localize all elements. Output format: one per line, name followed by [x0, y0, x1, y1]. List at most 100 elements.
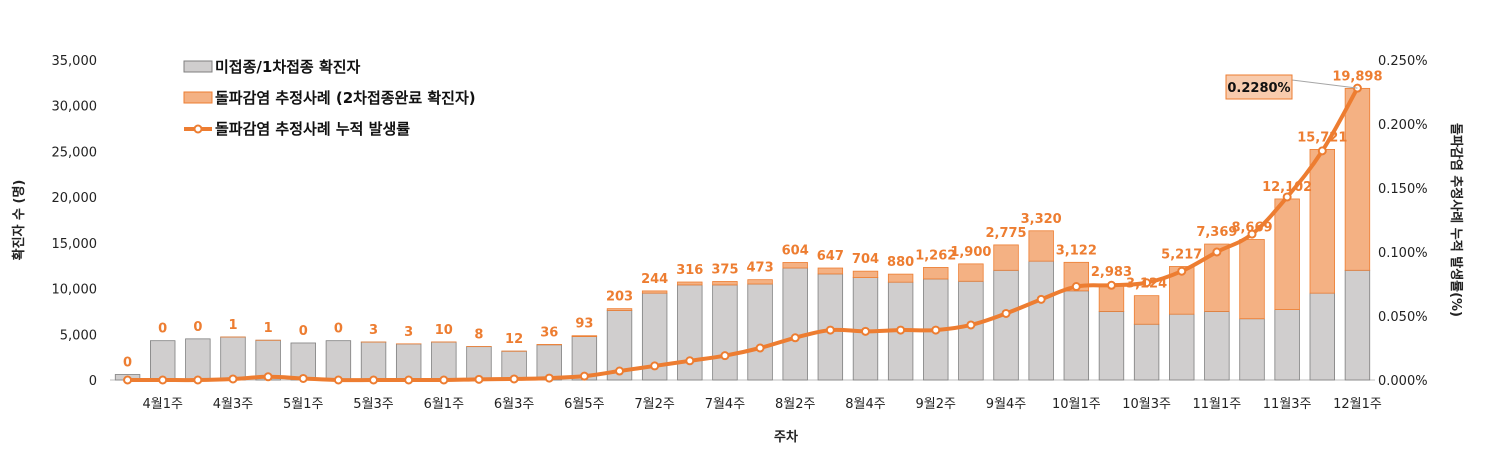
cumulative-rate-point	[685, 356, 695, 366]
breakthrough-data-label: 1	[228, 318, 237, 333]
cumulative-rate-point	[1001, 308, 1011, 318]
breakthrough-data-label: 244	[641, 272, 668, 287]
bar-unvaccinated	[782, 267, 808, 381]
breakthrough-data-label: 12	[505, 332, 523, 347]
x-tick-label: 4월1주	[142, 397, 183, 412]
bar-breakthrough	[677, 281, 703, 286]
bar-breakthrough	[1309, 149, 1335, 294]
breakthrough-data-label: 880	[887, 255, 914, 270]
legend-label-cumulative: 돌파감염 추정사례 누적 발생률	[215, 120, 410, 138]
cumulative-rate-point	[193, 375, 203, 385]
bar-breakthrough	[1344, 87, 1371, 271]
x-tick-label: 5월3주	[353, 397, 394, 412]
cumulative-rate-point	[650, 361, 660, 371]
bar-breakthrough	[712, 281, 738, 286]
y-tick-label: 35,000	[52, 54, 98, 69]
bar-breakthrough	[782, 262, 808, 269]
breakthrough-data-label: 1,262	[915, 248, 956, 263]
cumulative-rate-point	[1247, 229, 1257, 239]
bar-breakthrough	[1028, 230, 1054, 262]
x-axis-title: 주차	[774, 429, 798, 445]
cumulative-rate-point	[931, 325, 941, 335]
bar-unvaccinated	[466, 346, 492, 381]
x-tick-label: 12월1주	[1333, 397, 1382, 412]
breakthrough-data-label: 19,898	[1332, 69, 1382, 84]
y-tick-label: 30,000	[52, 100, 98, 115]
x-tick-label: 7월4주	[705, 397, 746, 412]
bar-unvaccinated	[712, 284, 738, 381]
y-axis-title: 확진자 수 (명)	[11, 180, 27, 261]
x-tick-label: 5월1주	[283, 397, 324, 412]
bar-breakthrough	[923, 267, 949, 280]
cumulative-rate-point	[1071, 282, 1081, 292]
breakthrough-data-label: 8,669	[1231, 220, 1272, 235]
cumulative-rate-point	[860, 326, 870, 336]
breakthrough-data-label: 0	[334, 322, 343, 337]
y-tick-label: 10,000	[52, 283, 98, 298]
breakthrough-data-label: 604	[782, 243, 809, 258]
x-tick-label: 8월4주	[845, 397, 886, 412]
breakthrough-data-label: 5,217	[1161, 247, 1202, 262]
bar-unvaccinated	[1169, 313, 1195, 381]
annotation-leader-line	[1291, 79, 1358, 89]
breakthrough-data-label: 10	[435, 323, 453, 338]
x-tick-label: 4월3주	[213, 397, 254, 412]
bar-unvaccinated	[325, 340, 352, 381]
bar-unvaccinated	[1239, 318, 1265, 381]
cumulative-rate-point	[1106, 280, 1116, 290]
legend-swatch-breakthrough	[183, 91, 213, 104]
cumulative-rate-point	[615, 366, 625, 376]
y2-tick-label: 0.250%	[1378, 54, 1428, 69]
cumulative-rate-point	[1036, 294, 1046, 304]
y-tick-label: 5,000	[60, 328, 97, 343]
annotation-box	[1225, 74, 1293, 100]
breakthrough-data-label: 15,721	[1297, 130, 1347, 145]
y-tick-label: 0	[89, 374, 97, 389]
x-tick-label: 6월1주	[424, 397, 465, 412]
cumulative-rate-point	[298, 373, 308, 383]
x-tick-label: 9월2주	[916, 397, 957, 412]
cumulative-rate-point	[579, 371, 589, 381]
bar-unvaccinated	[993, 269, 1019, 381]
legend-label-unvaccinated: 미접종/1차접종 확진자	[215, 58, 361, 76]
bar-unvaccinated	[1063, 290, 1090, 381]
y2-tick-label: 0.200%	[1378, 118, 1428, 133]
x-tick-label: 10월1주	[1052, 397, 1101, 412]
breakthrough-data-label: 647	[817, 249, 844, 264]
bar-breakthrough	[993, 244, 1019, 271]
breakthrough-data-label: 375	[711, 262, 738, 277]
legend-label-breakthrough: 돌파감염 추정사례 (2차접종완료 확진자)	[215, 89, 476, 107]
bar-unvaccinated	[1344, 269, 1371, 381]
breakthrough-data-label: 3,124	[1126, 277, 1167, 292]
y2-tick-label: 0.100%	[1378, 246, 1428, 261]
cumulative-rate-point	[825, 325, 835, 335]
breakthrough-data-label: 0	[158, 322, 167, 337]
bar-unvaccinated	[958, 280, 984, 381]
x-tick-label: 6월5주	[564, 397, 605, 412]
bar-unvaccinated	[360, 341, 387, 381]
breakthrough-data-label: 12,102	[1262, 180, 1312, 195]
line-layer	[123, 83, 1362, 385]
breakthrough-data-label: 36	[540, 325, 558, 340]
breakthrough-data-label: 0	[193, 320, 202, 335]
breakthrough-data-label: 0	[299, 324, 308, 339]
bar-unvaccinated	[395, 343, 422, 381]
cumulative-rate-point	[158, 375, 168, 385]
cumulative-rate-point	[1282, 192, 1292, 202]
bar-breakthrough	[852, 270, 879, 278]
y2-tick-label: 0.050%	[1378, 310, 1428, 325]
bar-unvaccinated	[747, 283, 773, 381]
y-tick-label: 20,000	[52, 191, 98, 206]
cumulative-rate-point	[720, 351, 730, 361]
cumulative-rate-point	[474, 374, 484, 384]
x-tick-label: 10월3주	[1122, 397, 1171, 412]
cumulative-rate-point	[544, 373, 554, 383]
cumulative-rate-point	[333, 375, 343, 385]
bar-unvaccinated	[1028, 260, 1054, 381]
bar-unvaccinated	[677, 284, 703, 381]
bar-unvaccinated	[150, 340, 176, 381]
breakthrough-data-label: 3	[369, 323, 378, 338]
cumulative-rate-point	[369, 375, 379, 385]
cumulative-rate-point	[966, 320, 976, 330]
